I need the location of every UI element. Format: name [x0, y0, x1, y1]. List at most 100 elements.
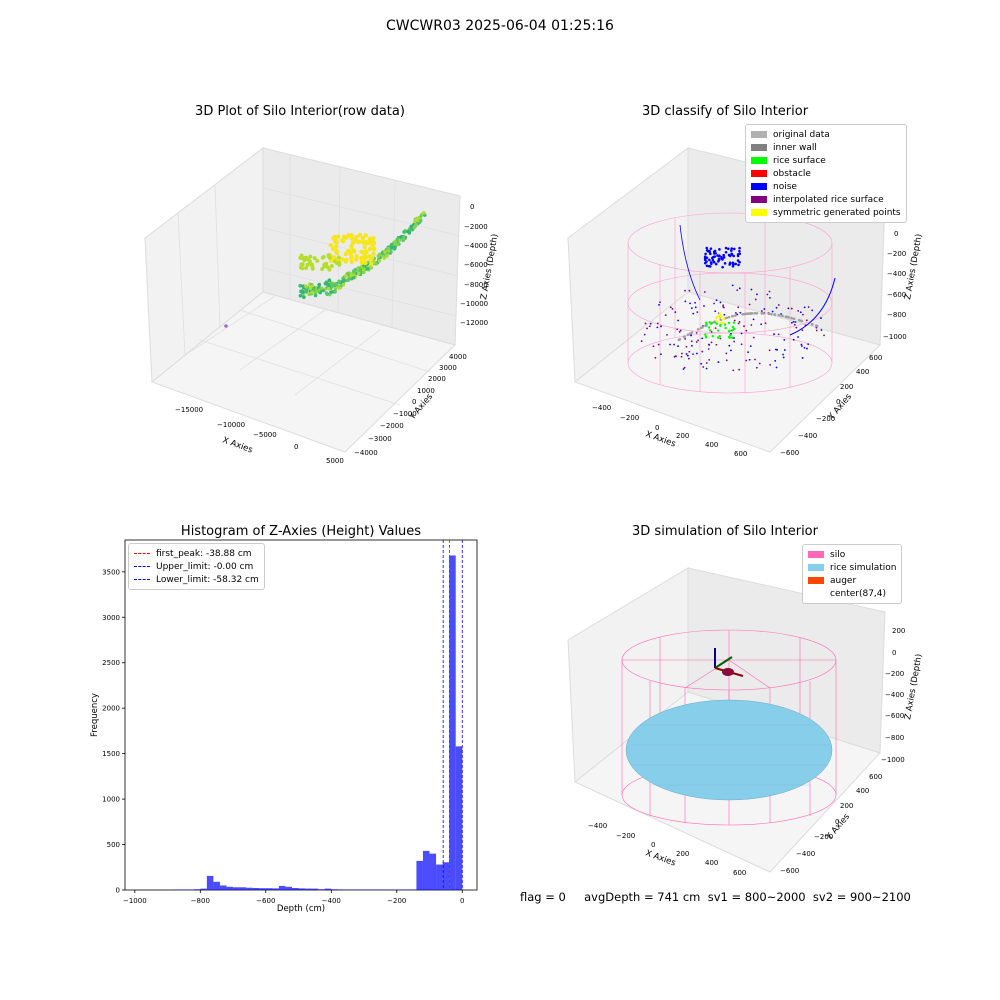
p2-rice-point: [704, 335, 708, 338]
p2-ytick: −200: [816, 415, 835, 423]
p2-point: [677, 319, 679, 322]
p2-point: [777, 333, 780, 336]
legend-swatch: [808, 551, 824, 558]
p2-point: [689, 302, 691, 305]
p1-point: [362, 260, 368, 265]
p2-point: [701, 337, 704, 340]
legend-item: obstacle: [751, 167, 901, 180]
p2-noise-point: [720, 255, 723, 259]
p1-ytick: 3000: [439, 364, 457, 372]
p1-point: [344, 274, 348, 278]
hist-ytick-label: 500: [107, 841, 120, 849]
p2-xtick: 400: [705, 441, 718, 449]
p1-point: [329, 264, 334, 269]
legend-item: first_peak: -38.88 cm: [134, 547, 259, 560]
p2-noise-point: [730, 247, 734, 250]
p2-point: [748, 358, 751, 361]
p2-wall-point: [787, 316, 790, 319]
p1-point: [407, 230, 412, 235]
hist-xtick-label: −600: [256, 897, 275, 905]
p1-point: [345, 278, 350, 283]
hist-bar: [206, 875, 214, 890]
p2-rice-point: [719, 324, 722, 328]
p1-point: [392, 247, 397, 251]
p2-point: [683, 366, 686, 369]
p2-wall-point: [800, 319, 804, 323]
p2-point: [800, 345, 803, 347]
p2-rice-point: [718, 334, 721, 338]
p1-ztick: −8000: [464, 281, 488, 289]
p1-point: [412, 225, 417, 230]
p2-point: [673, 343, 676, 346]
p2-point: [643, 333, 646, 336]
hist-bar: [259, 888, 266, 890]
p1-point: [312, 256, 317, 261]
p2-point: [687, 357, 690, 360]
p2-point: [780, 313, 783, 315]
p2-wall-point: [743, 312, 746, 316]
hist-ytick-label: 3500: [102, 568, 120, 576]
p2-point: [690, 340, 693, 343]
p2-noise-point: [727, 247, 730, 251]
p2-noise-point: [724, 250, 728, 254]
p2-point: [686, 354, 689, 357]
p2-ztick: −400: [887, 270, 906, 278]
p1-point: [350, 248, 355, 253]
p2-sym-point: [720, 321, 723, 324]
p2-point: [745, 359, 748, 362]
p2-point: [719, 301, 722, 304]
p4-ztick: −800: [885, 734, 904, 742]
p2-rice-point: [727, 335, 731, 339]
p2-rice-point: [707, 326, 711, 329]
hist-bar: [239, 887, 247, 890]
p2-noise-point: [738, 246, 741, 250]
p1-point: [337, 260, 342, 265]
p2-wall-point: [770, 312, 773, 316]
p1-point: [365, 266, 370, 271]
p1-point: [374, 262, 378, 266]
p2-point: [664, 314, 667, 317]
hist-bar: [429, 853, 437, 890]
hist-ytick-label: 2500: [102, 659, 120, 667]
p1-point: [336, 255, 341, 260]
p2-noise-point: [705, 246, 709, 250]
hist-bar: [285, 886, 292, 890]
p1-point: [337, 279, 341, 284]
p4-ztick: 0: [892, 649, 896, 657]
p2-point: [738, 320, 741, 323]
panel2-3d-plot: −400 −200 0 200 400 600 −600 −400 −200 0…: [567, 147, 925, 458]
p2-point: [769, 363, 772, 366]
p2-point: [656, 322, 659, 325]
p2-sym-point: [717, 315, 720, 318]
p2-sym-point: [722, 317, 726, 320]
p2-point: [710, 331, 713, 333]
hist-bars: [174, 555, 463, 890]
p2-noise-point: [738, 249, 741, 253]
p1-point: [330, 246, 336, 252]
p2-point: [682, 368, 685, 370]
p2-noise-point: [732, 247, 736, 251]
p1-point: [399, 235, 403, 239]
p2-ytick: −400: [798, 432, 817, 440]
p2-point: [669, 343, 671, 346]
p2-ytick: 0: [836, 398, 840, 406]
p2-xtick: −200: [620, 414, 639, 422]
p2-wall-point: [784, 315, 788, 318]
p2-xtick: 0: [655, 424, 659, 432]
hist-bar: [278, 885, 286, 890]
p1-point: [372, 246, 377, 252]
p2-point: [750, 324, 753, 326]
p1-point: [395, 237, 400, 242]
p1-point: [354, 234, 359, 240]
p2-point: [771, 310, 774, 313]
p1-ytick: −2000: [380, 422, 404, 430]
hist-bar: [219, 885, 227, 890]
p2-point: [695, 331, 698, 334]
p2-point: [690, 344, 693, 347]
p2-point: [690, 334, 692, 337]
p2-rice-point: [731, 325, 735, 329]
p1-point: [302, 295, 306, 300]
p2-point: [734, 312, 737, 314]
p4-xtick: −400: [588, 822, 607, 830]
p1-point: [361, 270, 366, 275]
